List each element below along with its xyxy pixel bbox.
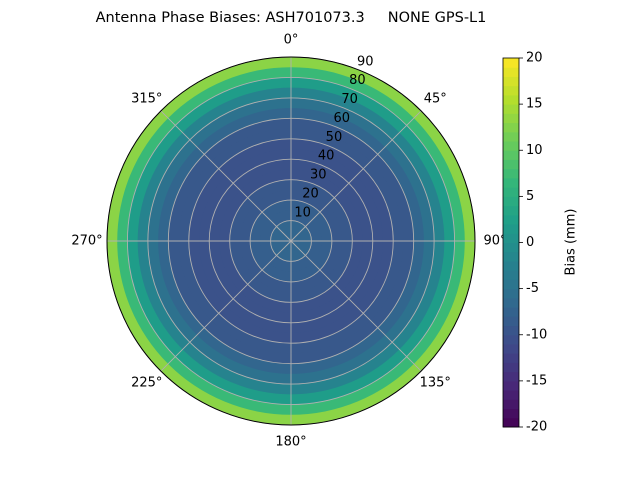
r-tick-label: 80: [349, 73, 366, 88]
r-tick-label: 60: [333, 111, 350, 126]
colorbar-label: Bias (mm): [564, 209, 579, 276]
colorbar-band: [503, 270, 519, 280]
colorbar-band: [503, 417, 519, 428]
colorbar-band: [503, 196, 519, 207]
r-tick-label: 40: [318, 149, 335, 164]
colorbar-band: [503, 177, 519, 188]
r-tick-label: 70: [341, 92, 358, 107]
colorbar-band: [503, 380, 519, 391]
colorbar-tick-label: -5: [526, 281, 539, 296]
theta-tick-label: 45°: [424, 91, 447, 106]
r-tick-label: 50: [326, 130, 343, 145]
grid-spoke: [290, 240, 422, 372]
colorbar-tick-label: 0: [526, 235, 534, 250]
colorbar-band: [503, 141, 519, 151]
colorbar-band: [503, 104, 519, 114]
colorbar-band: [503, 371, 519, 382]
colorbar-band: [503, 131, 519, 142]
colorbar-band: [503, 408, 519, 419]
colorbar-band: [503, 113, 519, 124]
colorbar-band: [503, 279, 519, 290]
colorbar-band: [503, 168, 519, 179]
colorbar-band: [503, 224, 519, 234]
theta-tick-label: 225°: [131, 376, 162, 391]
colorbar-band: [503, 76, 519, 87]
colorbar-band: [503, 94, 519, 105]
theta-tick-label: 0°: [284, 33, 299, 48]
colorbar-band: [503, 205, 519, 216]
colorbar-tick-label: -10: [526, 327, 547, 342]
colorbar-band: [503, 242, 519, 253]
colorbar-band: [503, 334, 519, 345]
theta-tick-label: 180°: [275, 435, 306, 450]
colorbar-band: [503, 260, 519, 271]
grid-spoke: [290, 110, 422, 242]
colorbar-band: [503, 214, 519, 225]
r-tick-label: 20: [302, 186, 319, 201]
colorbar-band: [503, 233, 519, 243]
colorbar-band: [503, 390, 519, 400]
colorbar-band: [503, 316, 519, 327]
r-tick-label: 30: [310, 168, 327, 183]
colorbar-band: [503, 362, 519, 373]
colorbar-band: [503, 85, 519, 96]
colorbar-band: [503, 159, 519, 170]
colorbar-band: [503, 251, 519, 262]
colorbar-band: [503, 325, 519, 336]
colorbar-band: [503, 288, 519, 299]
colorbar-tick-label: 5: [526, 189, 534, 204]
theta-tick-label: 270°: [71, 234, 102, 249]
colorbar-band: [503, 67, 519, 77]
colorbar-tick-label: -20: [526, 420, 547, 435]
theta-tick-label: 90°: [483, 234, 506, 249]
theta-tick-label: 135°: [420, 376, 451, 391]
colorbar-band: [503, 307, 519, 317]
chart-title: Antenna Phase Biases: ASH701073.3 NONE G…: [96, 10, 487, 26]
colorbar-band: [503, 150, 519, 160]
r-tick-label: 10: [294, 205, 311, 220]
r-tick-label: 90: [357, 54, 374, 69]
colorbar-tick-label: -15: [526, 373, 547, 388]
theta-tick-label: 315°: [131, 91, 162, 106]
colorbar-band: [503, 122, 519, 133]
colorbar-band: [503, 353, 519, 363]
colorbar-band: [503, 187, 519, 197]
colorbar-tick-label: 10: [526, 143, 543, 158]
colorbar-band: [503, 399, 519, 410]
colorbar-band: [503, 297, 519, 308]
colorbar-band: [503, 58, 519, 68]
polar-frame: [106, 56, 476, 426]
grid-spoke: [160, 240, 292, 372]
grid-spoke: [160, 110, 292, 242]
colorbar-tick-label: 20: [526, 51, 543, 66]
colorbar-tick-label: 15: [526, 97, 543, 112]
colorbar-band: [503, 343, 519, 354]
